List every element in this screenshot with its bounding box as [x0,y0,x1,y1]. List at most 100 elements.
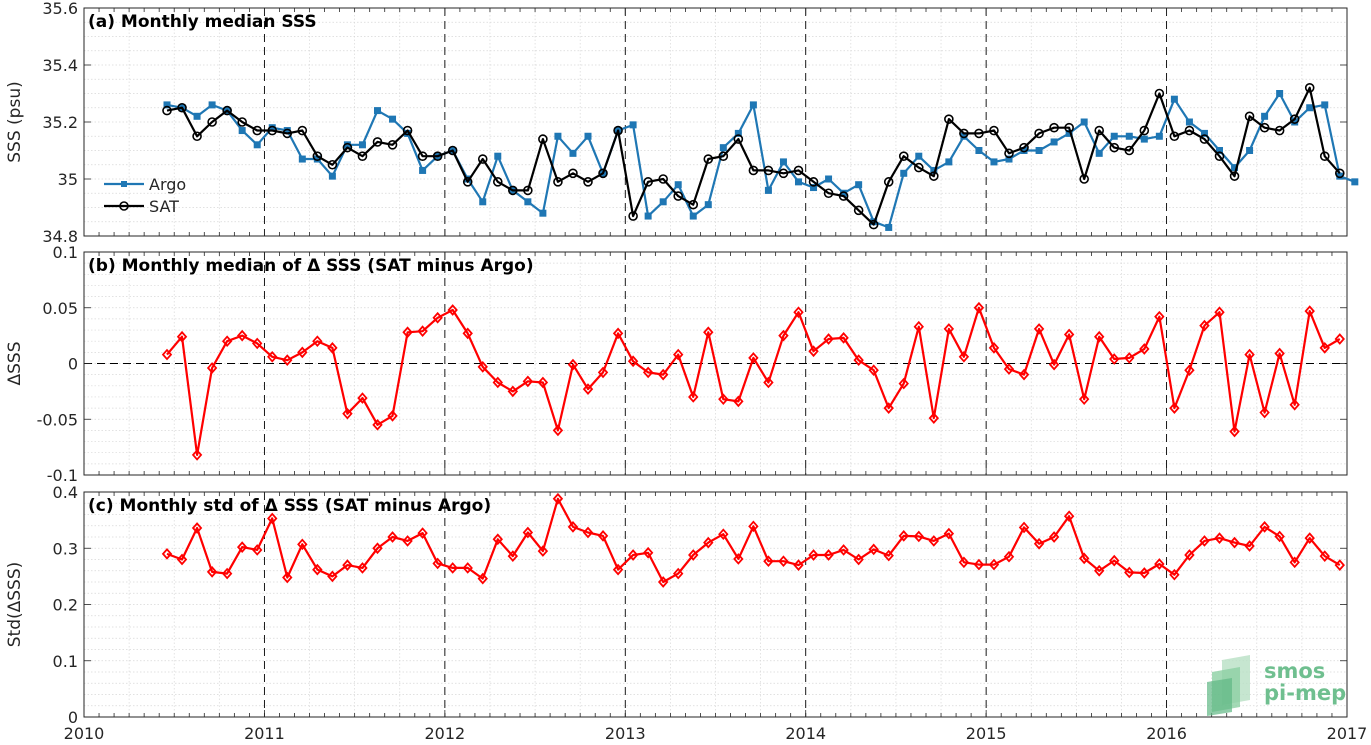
data-point-sat [538,134,548,144]
data-point-argo [1005,155,1013,163]
y-tick-label: 35.6 [42,0,78,18]
data-point-diamond [627,355,639,368]
data-point-sat [432,151,443,161]
y-tick-label: 0 [68,708,78,727]
data-point-diamond [1124,566,1135,579]
data-point-sat [883,177,894,187]
data-point-diamond [327,570,338,583]
data-point-sat [1064,122,1074,133]
data-point-diamond [492,376,503,389]
y-tick-label: 0.4 [53,483,78,502]
data-point-diamond [327,342,338,354]
data-point-diamond [312,563,323,576]
data-point-diamond [958,350,970,363]
data-point-diamond [1033,323,1045,335]
data-point-sat [778,168,789,179]
data-point-diamond [988,342,1000,354]
data-point-sat [763,165,774,176]
data-point-diamond [447,562,458,574]
data-point-diamond [898,530,909,542]
data-point-diamond [282,354,293,367]
data-point-sat [959,128,969,139]
data-point-diamond [1334,333,1345,345]
data-point-diamond [1229,536,1240,549]
data-point-sat [733,134,744,144]
data-point-diamond [1169,402,1180,414]
data-point-sat [989,125,999,136]
data-point-argo [990,158,998,166]
data-point-diamond [1124,352,1135,364]
data-point-sat [1214,151,1225,161]
data-point-diamond [642,546,654,559]
data-point-diamond [1304,305,1315,317]
data-point-diamond [733,395,744,408]
data-point-sat [1244,111,1255,122]
data-point-argo [915,152,923,160]
y-axis-label-sss: SSS (psu) [5,81,25,162]
data-point-sat [1034,128,1044,139]
data-point-diamond [537,376,549,389]
logo-line1: smos [1264,659,1325,683]
data-point-diamond [282,571,293,584]
data-point-sat [447,145,458,156]
data-point-sat [1184,125,1195,136]
x-tick-label: 2012 [424,724,465,743]
data-point-diamond [372,542,383,555]
y-tick-label: 0.1 [53,243,78,262]
x-tick-label: 2013 [605,724,646,743]
data-point-sat [1094,125,1105,136]
data-point-diamond [312,335,323,348]
data-point-sat [1169,131,1180,142]
series-series-delta [161,301,1345,461]
logo-line2: pi-mep [1264,681,1346,705]
y-tick-label: 0.05 [42,299,78,318]
data-point-argo [825,175,833,183]
data-point-argo [1246,147,1254,154]
data-point-diamond [1214,306,1225,319]
data-point-diamond [673,348,684,361]
data-point-diamond [176,553,188,566]
data-point-sat [508,185,518,196]
data-point-argo [569,149,577,157]
data-point-diamond [703,536,714,549]
legend-marker-argo [121,181,127,187]
data-point-argo [253,141,261,149]
x-tick-label: 2017 [1327,724,1368,743]
data-point-argo [1321,101,1329,109]
data-point-diamond [1139,343,1150,355]
data-point-sat [613,125,623,136]
data-point-sat [718,151,729,161]
data-point-diamond [718,393,729,406]
data-point-diamond [357,562,368,574]
data-point-diamond [267,350,278,363]
data-point-argo [764,186,772,194]
data-point-argo [629,121,637,129]
data-point-sat [1154,88,1165,99]
y-tick-label: 0.2 [53,596,78,615]
data-point-argo [945,158,953,166]
data-point-diamond [763,376,774,389]
data-point-diamond [1304,532,1315,544]
data-point-argo [734,129,742,137]
data-point-sat [853,205,864,216]
data-point-diamond [567,521,579,533]
data-point-argo [719,144,727,152]
data-point-sat [823,188,834,199]
data-point-diamond [733,553,744,565]
data-point-argo [539,209,547,217]
data-point-diamond [898,377,909,390]
data-point-sat [237,117,247,127]
data-point-argo [193,112,201,120]
data-point-sat [372,137,383,147]
grid-std [84,492,1347,717]
data-point-diamond [252,337,263,350]
data-point-sat [1259,122,1270,133]
data-point-diamond [1289,398,1300,411]
data-point-sat [1199,134,1210,144]
grid-sss [84,8,1347,236]
y-axis-label-std: Std(ΔSSS) [5,562,25,648]
data-point-diamond [1078,393,1090,406]
y-axis-label-delta: ΔSSS [5,341,25,385]
data-point-diamond [1048,358,1060,371]
data-point-diamond [973,301,985,314]
